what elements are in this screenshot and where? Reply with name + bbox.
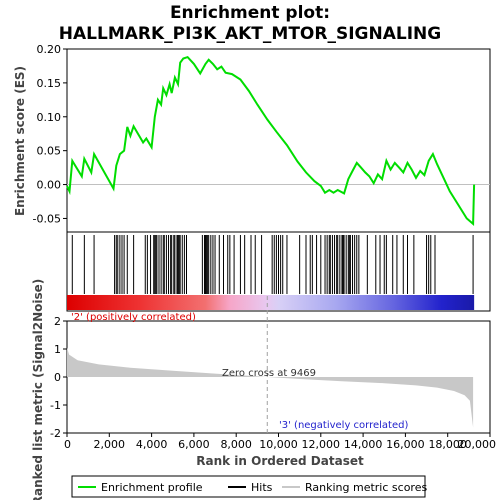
legend-label-ranking: Ranking metric scores bbox=[305, 481, 427, 494]
positive-correlation-label: '2' (positively correlated) bbox=[71, 312, 196, 323]
x-tick-label: 12,000 bbox=[302, 438, 341, 451]
chart-title-line1: Enrichment plot: bbox=[170, 3, 330, 23]
es-panel-frame bbox=[66, 48, 491, 233]
x-axis-label: Rank in Ordered Dataset bbox=[196, 454, 364, 468]
chart-title-line2: HALLMARK_PI3K_AKT_MTOR_SIGNALING bbox=[59, 24, 441, 44]
x-axis: 0 2,000 4,000 6,000 8,000 10,000 12,000 14,000 1… bbox=[64, 433, 496, 451]
x-tick-label: 6,000 bbox=[178, 438, 210, 451]
x-tick-label: 2,000 bbox=[94, 438, 126, 451]
rank-color-bar bbox=[67, 295, 475, 310]
rank-y-tick-label: -2 bbox=[50, 427, 61, 440]
x-tick-label: 20,000 bbox=[458, 438, 497, 451]
x-tick-label: 4,000 bbox=[136, 438, 168, 451]
rank-y-tick-label: 2 bbox=[54, 315, 61, 328]
legend-label-enrichment: Enrichment profile bbox=[101, 481, 203, 494]
rank-y-axis-label: Ranked list metric (Signal2Noise) bbox=[31, 279, 45, 500]
x-tick-label: 18,000 bbox=[428, 438, 467, 451]
es-y-tick-label: 0.15 bbox=[37, 77, 62, 90]
legend-label-hits: Hits bbox=[251, 481, 273, 494]
rank-y-tick-label: 1 bbox=[54, 343, 61, 356]
x-tick-label: 0 bbox=[64, 438, 71, 451]
es-panel: 0.20 0.15 0.10 0.05 0.00 -0.05 bbox=[33, 43, 491, 233]
es-y-tick-label: 0.20 bbox=[37, 43, 62, 56]
legend-frame bbox=[71, 475, 426, 498]
negative-correlation-label: '3' (negatively correlated) bbox=[279, 420, 408, 431]
es-profile-line bbox=[66, 55, 476, 227]
x-tick-label: 14,000 bbox=[344, 438, 383, 451]
rank-y-tick-label: -1 bbox=[50, 399, 61, 412]
es-y-axis-label: Enrichment score (ES) bbox=[13, 66, 27, 216]
legend: Enrichment profile Hits Ranking metric s… bbox=[71, 475, 427, 498]
hits-panel bbox=[66, 231, 491, 312]
x-tick-label: 8,000 bbox=[220, 438, 252, 451]
x-tick-label: 10,000 bbox=[259, 438, 298, 451]
x-tick-label: 16,000 bbox=[386, 438, 425, 451]
es-y-tick-label: 0.05 bbox=[37, 145, 62, 158]
rank-panel: Zero cross at 9469 '2' (positively corre… bbox=[50, 296, 491, 440]
rank-y-tick-label: 0 bbox=[54, 371, 61, 384]
zero-cross-label: Zero cross at 9469 bbox=[222, 368, 316, 379]
es-y-tick-label: 0.10 bbox=[37, 111, 62, 124]
es-y-tick-label: -0.05 bbox=[33, 212, 61, 225]
es-y-tick-label: 0.00 bbox=[37, 179, 62, 192]
